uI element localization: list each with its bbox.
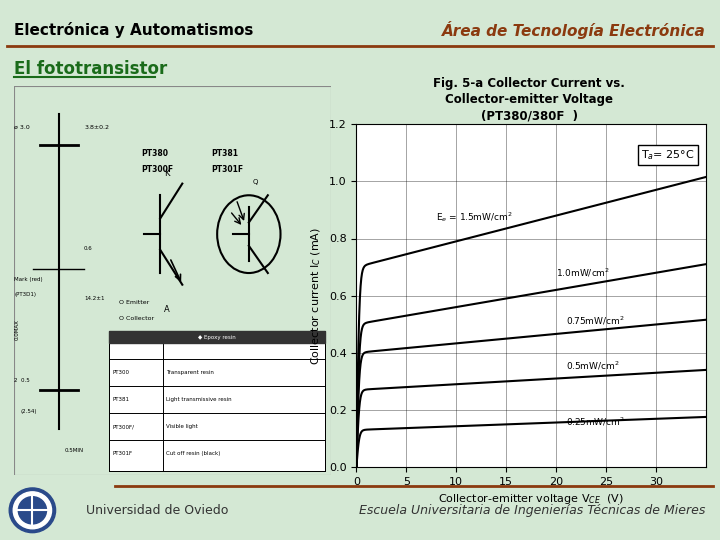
Text: Transparent resin: Transparent resin [166,370,215,375]
Text: (2.54): (2.54) [21,409,37,414]
Text: 0.0MAX: 0.0MAX [14,319,19,340]
Text: E$_e$ = 1.5mW/cm$^2$: E$_e$ = 1.5mW/cm$^2$ [436,210,513,224]
Text: 1.0mW/cm$^2$: 1.0mW/cm$^2$ [556,266,610,279]
Text: 0.25mW/cm$^2$: 0.25mW/cm$^2$ [566,415,625,428]
Text: PT300F/: PT300F/ [112,424,135,429]
Text: (PT3D1): (PT3D1) [14,292,37,298]
Text: ◆ Epoxy resin: ◆ Epoxy resin [198,335,236,340]
Text: PT300: PT300 [112,370,130,375]
Bar [109,332,325,471]
Y-axis label: Collector current I$_C$ (mA): Collector current I$_C$ (mA) [310,227,323,364]
Text: ø 3.0: ø 3.0 [14,125,30,130]
Text: 0.75mW/cm$^2$: 0.75mW/cm$^2$ [566,315,625,327]
Text: 0.5MIN: 0.5MIN [65,448,84,453]
Text: 3.8±0.2: 3.8±0.2 [84,125,109,130]
Text: Light transmissive resin: Light transmissive resin [166,397,232,402]
X-axis label: Collector-emitter voltage V$_{CE}$  (V): Collector-emitter voltage V$_{CE}$ (V) [438,492,624,507]
Text: PT301F: PT301F [211,165,243,174]
Circle shape [13,492,52,529]
Text: PT301F: PT301F [112,451,132,456]
Text: PT300F: PT300F [141,165,174,174]
Text: Universidad de Oviedo: Universidad de Oviedo [86,504,229,517]
Text: 2  0.5: 2 0.5 [14,378,30,383]
Text: K: K [163,169,169,178]
Bar [109,332,325,343]
Text: Visible light: Visible light [166,424,198,429]
Circle shape [18,497,47,524]
Circle shape [9,488,55,532]
Text: Collector-emitter Voltage: Collector-emitter Voltage [445,93,613,106]
Text: Escuela Universitaria de Ingenierías Técnicas de Mieres: Escuela Universitaria de Ingenierías Téc… [359,504,706,517]
Text: PT380: PT380 [141,150,168,158]
Text: El fototransistor: El fototransistor [14,60,168,78]
Text: T$_a$= 25°C: T$_a$= 25°C [642,148,695,162]
Text: O Emitter: O Emitter [119,300,149,305]
Text: Mark (red): Mark (red) [14,277,43,282]
Text: Q: Q [253,179,258,185]
Text: Área de Tecnología Electrónica: Área de Tecnología Electrónica [442,21,706,39]
Text: O Collector: O Collector [119,316,154,321]
Text: 14.2±1: 14.2±1 [84,296,104,301]
Text: 0.5mW/cm$^2$: 0.5mW/cm$^2$ [566,360,620,372]
Text: Electrónica y Automatismos: Electrónica y Automatismos [14,22,253,38]
Text: Fig. 5-a Collector Current vs.: Fig. 5-a Collector Current vs. [433,77,625,90]
Text: (PT380/380F  ): (PT380/380F ) [481,110,577,123]
Text: PT381: PT381 [112,397,130,402]
Text: A: A [163,305,169,314]
Text: Cut off resin (black): Cut off resin (black) [166,451,221,456]
Text: PT381: PT381 [211,150,238,158]
Text: 0.6: 0.6 [84,246,93,251]
